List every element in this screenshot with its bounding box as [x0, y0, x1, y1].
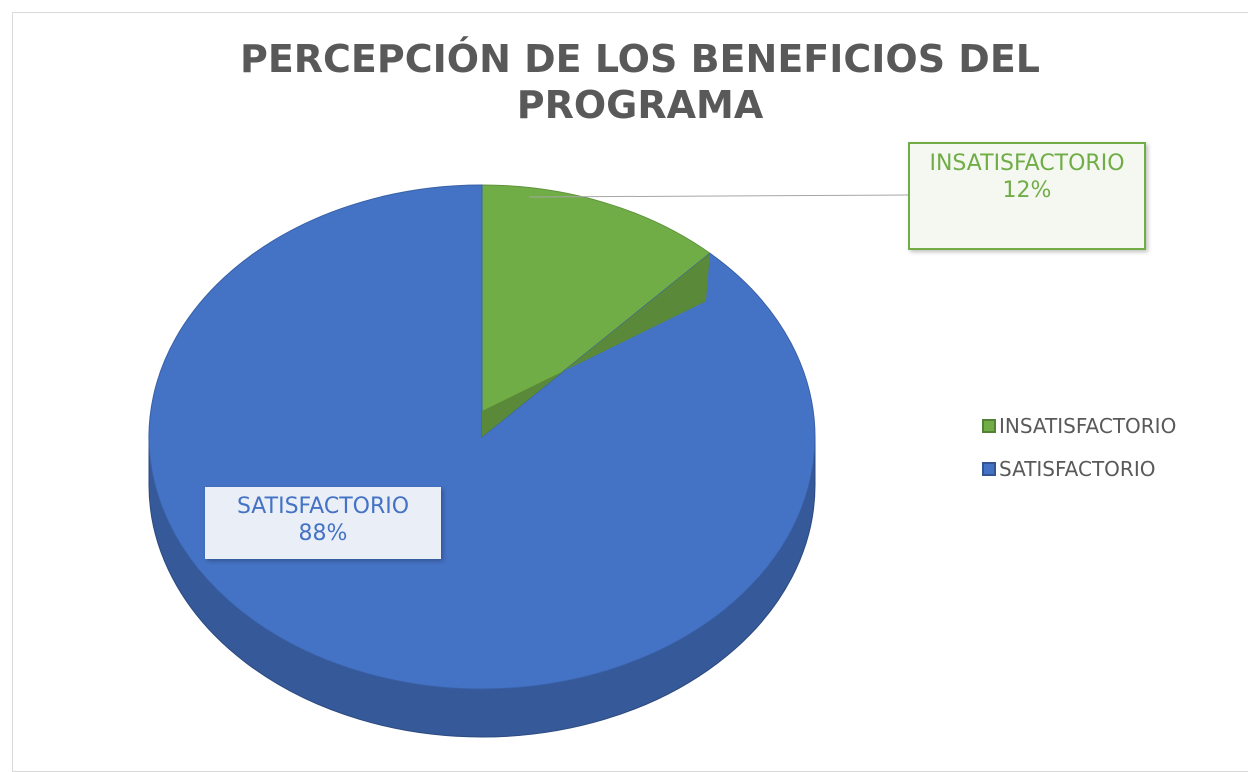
- label-category: SATISFACTORIO: [236, 494, 410, 519]
- label-value: 12%: [1002, 178, 1052, 203]
- chart-title: PERCEPCIÓN DE LOS BENEFICIOS DEL PROGRAM…: [239, 37, 1041, 127]
- legend-item: SATISFACTORIO: [982, 457, 1155, 481]
- data-label: INSATISFACTORIO 12%: [908, 142, 1146, 250]
- legend-item: INSATISFACTORIO: [982, 414, 1176, 438]
- legend-label: SATISFACTORIO: [999, 457, 1156, 481]
- leader-line: [529, 194, 909, 198]
- slice-side: [482, 253, 710, 437]
- pie-slice: [481, 184, 711, 439]
- legend-label: INSATISFACTORIO: [999, 414, 1177, 438]
- data-label: SATISFACTORIO 88%: [205, 487, 441, 559]
- legend-swatch: [982, 419, 996, 433]
- label-category: INSATISFACTORIO: [929, 151, 1125, 176]
- legend-swatch: [982, 462, 996, 476]
- label-value: 88%: [298, 521, 348, 546]
